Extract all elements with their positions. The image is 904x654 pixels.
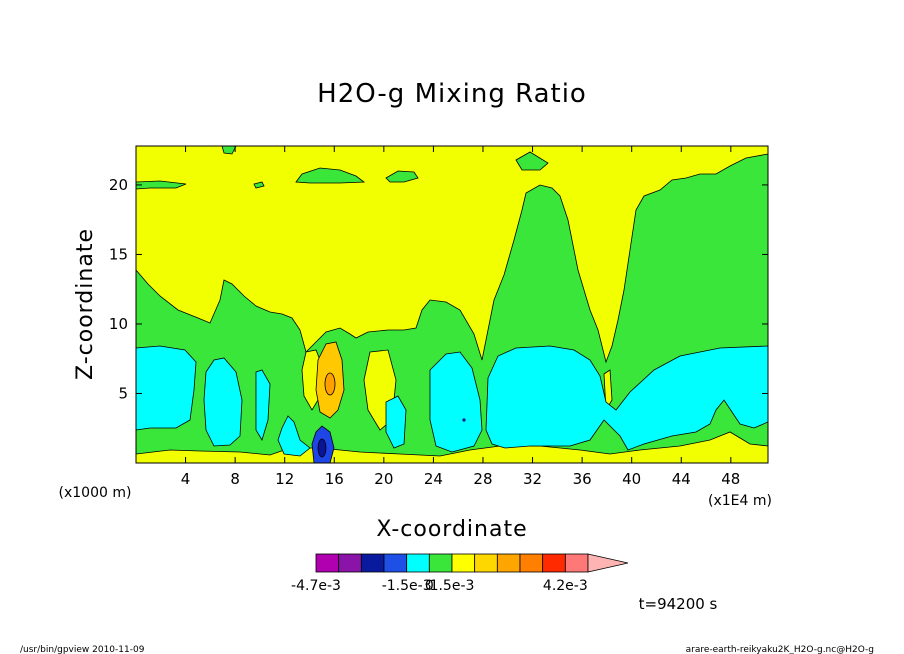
footer-right: arare-earth-reikyaku2K_H2O-g.nc@H2O-g	[686, 645, 874, 654]
x-tick-label: 48	[721, 470, 740, 488]
time-label: t=94200 s	[639, 595, 718, 613]
colorbar-swatch	[542, 553, 566, 573]
x-tick-label: 36	[573, 470, 592, 488]
y-tick-label: 15	[109, 245, 128, 263]
colorbar-label: -1.5e-3	[382, 578, 432, 594]
x-tick-label: 32	[523, 470, 542, 488]
colorbar-swatch	[496, 553, 521, 573]
contour-region-orange	[324, 372, 336, 396]
contour-region-cyan	[485, 345, 768, 451]
colorbar-swatch	[383, 553, 408, 573]
colorbar-swatch	[338, 553, 362, 573]
contour-pocket-yellow	[301, 349, 321, 411]
footer-left: /usr/bin/gpview 2010-11-09	[20, 645, 145, 654]
colorbar-label: 1.5e-3	[430, 578, 475, 594]
y-tick-label: 10	[109, 315, 128, 333]
colorbar-swatch	[428, 553, 453, 573]
contour-dot	[462, 418, 466, 422]
contour-region-cyan	[136, 345, 197, 431]
x-tick-label: 12	[275, 470, 294, 488]
x-tick-label: 44	[672, 470, 691, 488]
y-unit-label: (x1000 m)	[59, 485, 132, 501]
y-axis: 5 10 15 20	[109, 176, 768, 402]
contour-field	[136, 146, 768, 463]
y-tick-label: 20	[109, 176, 128, 194]
contour-region-cyan	[255, 369, 271, 441]
contour-region-cyan	[385, 395, 407, 449]
colorbar-swatch	[474, 553, 498, 573]
contour-island-green	[385, 170, 419, 183]
colorbar-extend-arrow	[587, 553, 629, 573]
contour-island-green	[515, 151, 549, 171]
contour-region-navy	[317, 438, 327, 458]
x-axis: 4 8 12 16 20 24 28 32 36 40 44 48	[181, 146, 740, 488]
contour-island-green	[253, 181, 265, 189]
x-tick-label: 8	[230, 470, 240, 488]
contour-island-green	[295, 167, 366, 184]
x-tick-label: 24	[424, 470, 443, 488]
y-axis-label: Z-coordinate	[73, 228, 98, 380]
colorbar-swatch	[519, 553, 544, 573]
plot-frame	[135, 145, 769, 464]
chart-title: H2O-g Mixing Ratio	[317, 79, 587, 109]
x-tick-label: 16	[325, 470, 344, 488]
x-unit-label: (x1E4 m)	[708, 493, 772, 509]
x-tick-label: 40	[622, 470, 641, 488]
colorbar-label: -4.7e-3	[291, 578, 341, 594]
colorbar-swatch	[451, 553, 476, 573]
colorbar-label: 0	[425, 578, 434, 594]
y-tick-label: 5	[118, 384, 128, 402]
x-tick-label: 28	[473, 470, 492, 488]
colorbar-swatch	[315, 553, 340, 573]
colorbar-swatch	[406, 553, 430, 573]
contour-region-cyan	[203, 357, 243, 447]
colorbar-label: 4.2e-3	[543, 578, 588, 594]
colorbar	[315, 553, 629, 573]
x-tick-label: 20	[374, 470, 393, 488]
contour-region-cyan	[429, 351, 483, 453]
colorbar-swatch	[360, 553, 385, 573]
contour-region-cyan	[277, 415, 311, 457]
contour-island-green	[136, 180, 187, 190]
x-axis-label: X-coordinate	[376, 517, 527, 542]
colorbar-labels: -4.7e-3 -1.5e-301.5e-3 4.2e-3	[291, 578, 588, 594]
contour-island-green	[221, 146, 237, 155]
colorbar-swatch	[564, 553, 589, 573]
x-tick-label: 4	[181, 470, 191, 488]
